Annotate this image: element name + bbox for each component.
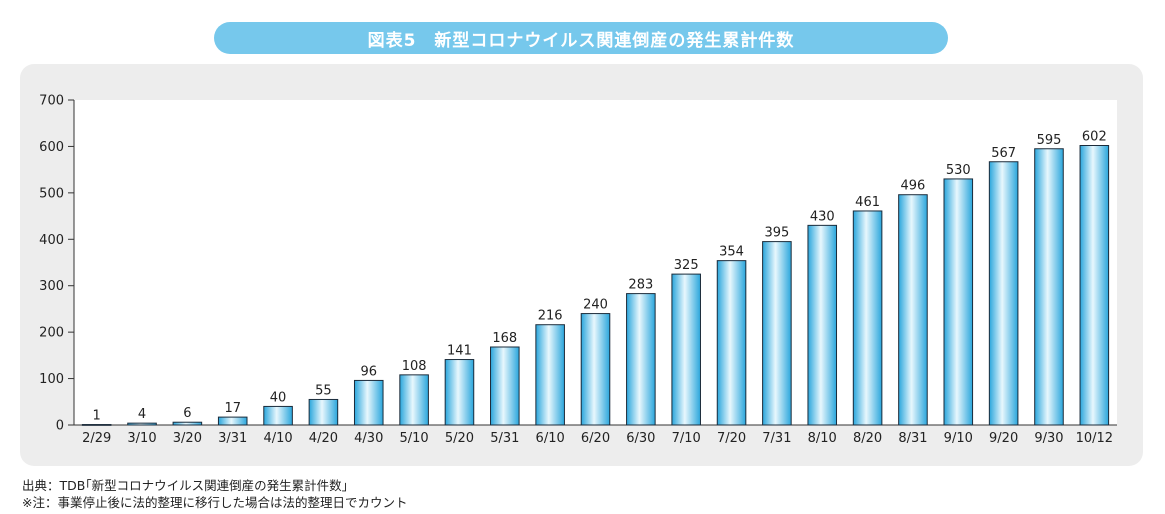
data-label: 240 (583, 298, 608, 313)
y-tick-label: 200 (39, 326, 64, 341)
data-label: 283 (628, 278, 653, 293)
bar (127, 422, 157, 426)
data-label: 4 (138, 407, 146, 422)
x-tick-label: 3/31 (218, 431, 247, 446)
data-label: 395 (764, 226, 789, 241)
bar (626, 293, 656, 426)
x-tick-label: 7/20 (717, 431, 746, 446)
bar (898, 194, 928, 426)
x-tick-label: 9/20 (989, 431, 1018, 446)
x-tick-label: 8/10 (808, 431, 837, 446)
x-tick-label: 4/20 (309, 431, 338, 446)
chart-title-bar: 図表5 新型コロナウイルス関連倒産の発生累計件数 (214, 22, 948, 54)
x-tick-label: 2/29 (82, 431, 111, 446)
data-label: 595 (1037, 133, 1062, 148)
y-tick-label: 700 (39, 94, 64, 109)
y-tick-label: 300 (39, 279, 64, 294)
bar (172, 421, 203, 426)
bar (852, 210, 883, 426)
bar (807, 224, 838, 426)
bar (716, 260, 747, 426)
bar (1079, 145, 1110, 426)
bar (535, 324, 565, 426)
bar (353, 379, 384, 426)
x-tick-label: 4/10 (263, 431, 292, 446)
bar (308, 398, 339, 426)
data-label: 216 (538, 309, 563, 324)
data-label: 354 (719, 245, 744, 260)
data-label: 1 (93, 409, 101, 424)
y-tick-label: 100 (39, 372, 64, 387)
x-tick-label: 7/31 (762, 431, 791, 446)
x-tick-label: 9/10 (944, 431, 973, 446)
bar-chart: 0 100 200 300 400 500 600 700 1 2/29 4 3/10 6 3/20 17 3… (39, 94, 1117, 446)
source-note: 出典：TDB｢新型コロナウイルス関連倒産の発生累計件数｣ (22, 478, 348, 493)
x-tick-label: 3/20 (173, 431, 202, 446)
x-tick-label: 9/30 (1034, 431, 1063, 446)
chart-title: 図表5 新型コロナウイルス関連倒産の発生累計件数 (367, 30, 795, 51)
y-tick-label: 400 (39, 233, 64, 248)
bar (943, 178, 974, 426)
data-label: 461 (855, 195, 880, 210)
data-label: 108 (402, 359, 427, 374)
x-tick-label: 6/20 (581, 431, 610, 446)
x-tick-label: 5/20 (445, 431, 474, 446)
data-label: 496 (901, 179, 926, 194)
bar (671, 273, 701, 426)
y-tick-label: 0 (56, 419, 64, 434)
data-label: 567 (991, 146, 1016, 161)
x-tick-label: 3/10 (127, 431, 156, 446)
bar (81, 424, 112, 426)
footnote: ※注：事業停止後に法的整理に移行した場合は法的整理日でカウント (22, 495, 408, 510)
bar (580, 313, 611, 426)
chart-panel: 0 100 200 300 400 500 600 700 1 2/29 4 3/10 6 3/20 17 3… (20, 64, 1143, 466)
bar (263, 405, 293, 426)
data-label: 430 (810, 209, 835, 224)
x-tick-label: 7/10 (672, 431, 701, 446)
bar (988, 161, 1019, 426)
data-label: 602 (1082, 130, 1107, 145)
x-tick-label: 4/30 (354, 431, 383, 446)
x-tick-label: 6/30 (626, 431, 655, 446)
data-label: 55 (315, 383, 332, 398)
y-tick-label: 500 (39, 186, 64, 201)
data-label: 530 (946, 163, 971, 178)
x-tick-label: 8/20 (853, 431, 882, 446)
x-tick-label: 5/31 (490, 431, 519, 446)
bar (1034, 148, 1064, 426)
x-tick-label: 8/31 (898, 431, 927, 446)
x-tick-label: 10/12 (1076, 431, 1113, 446)
data-label: 141 (447, 344, 472, 359)
bar (399, 374, 429, 426)
x-tick-label: 5/10 (400, 431, 429, 446)
data-label: 40 (270, 390, 287, 405)
data-label: 17 (224, 401, 241, 416)
bar (762, 241, 792, 426)
data-label: 6 (183, 406, 191, 421)
y-tick-label: 600 (39, 140, 64, 155)
data-label: 325 (674, 258, 699, 273)
bar (444, 359, 475, 426)
bar (490, 346, 520, 426)
data-label: 96 (360, 364, 377, 379)
data-label: 168 (492, 331, 517, 346)
bar (217, 416, 248, 426)
x-tick-label: 6/10 (536, 431, 565, 446)
